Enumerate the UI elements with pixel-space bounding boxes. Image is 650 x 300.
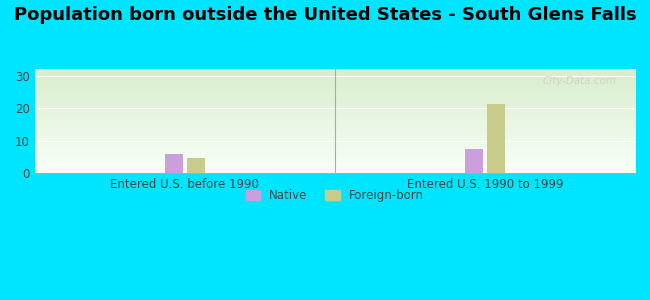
Bar	[487, 104, 505, 173]
Text: Population born outside the United States - South Glens Falls: Population born outside the United State…	[14, 6, 636, 24]
Legend: Native, Foreign-born: Native, Foreign-born	[241, 184, 429, 207]
Bar	[165, 154, 183, 173]
Bar	[187, 158, 205, 173]
Text: City-Data.com: City-Data.com	[543, 76, 617, 86]
Bar	[465, 149, 483, 173]
